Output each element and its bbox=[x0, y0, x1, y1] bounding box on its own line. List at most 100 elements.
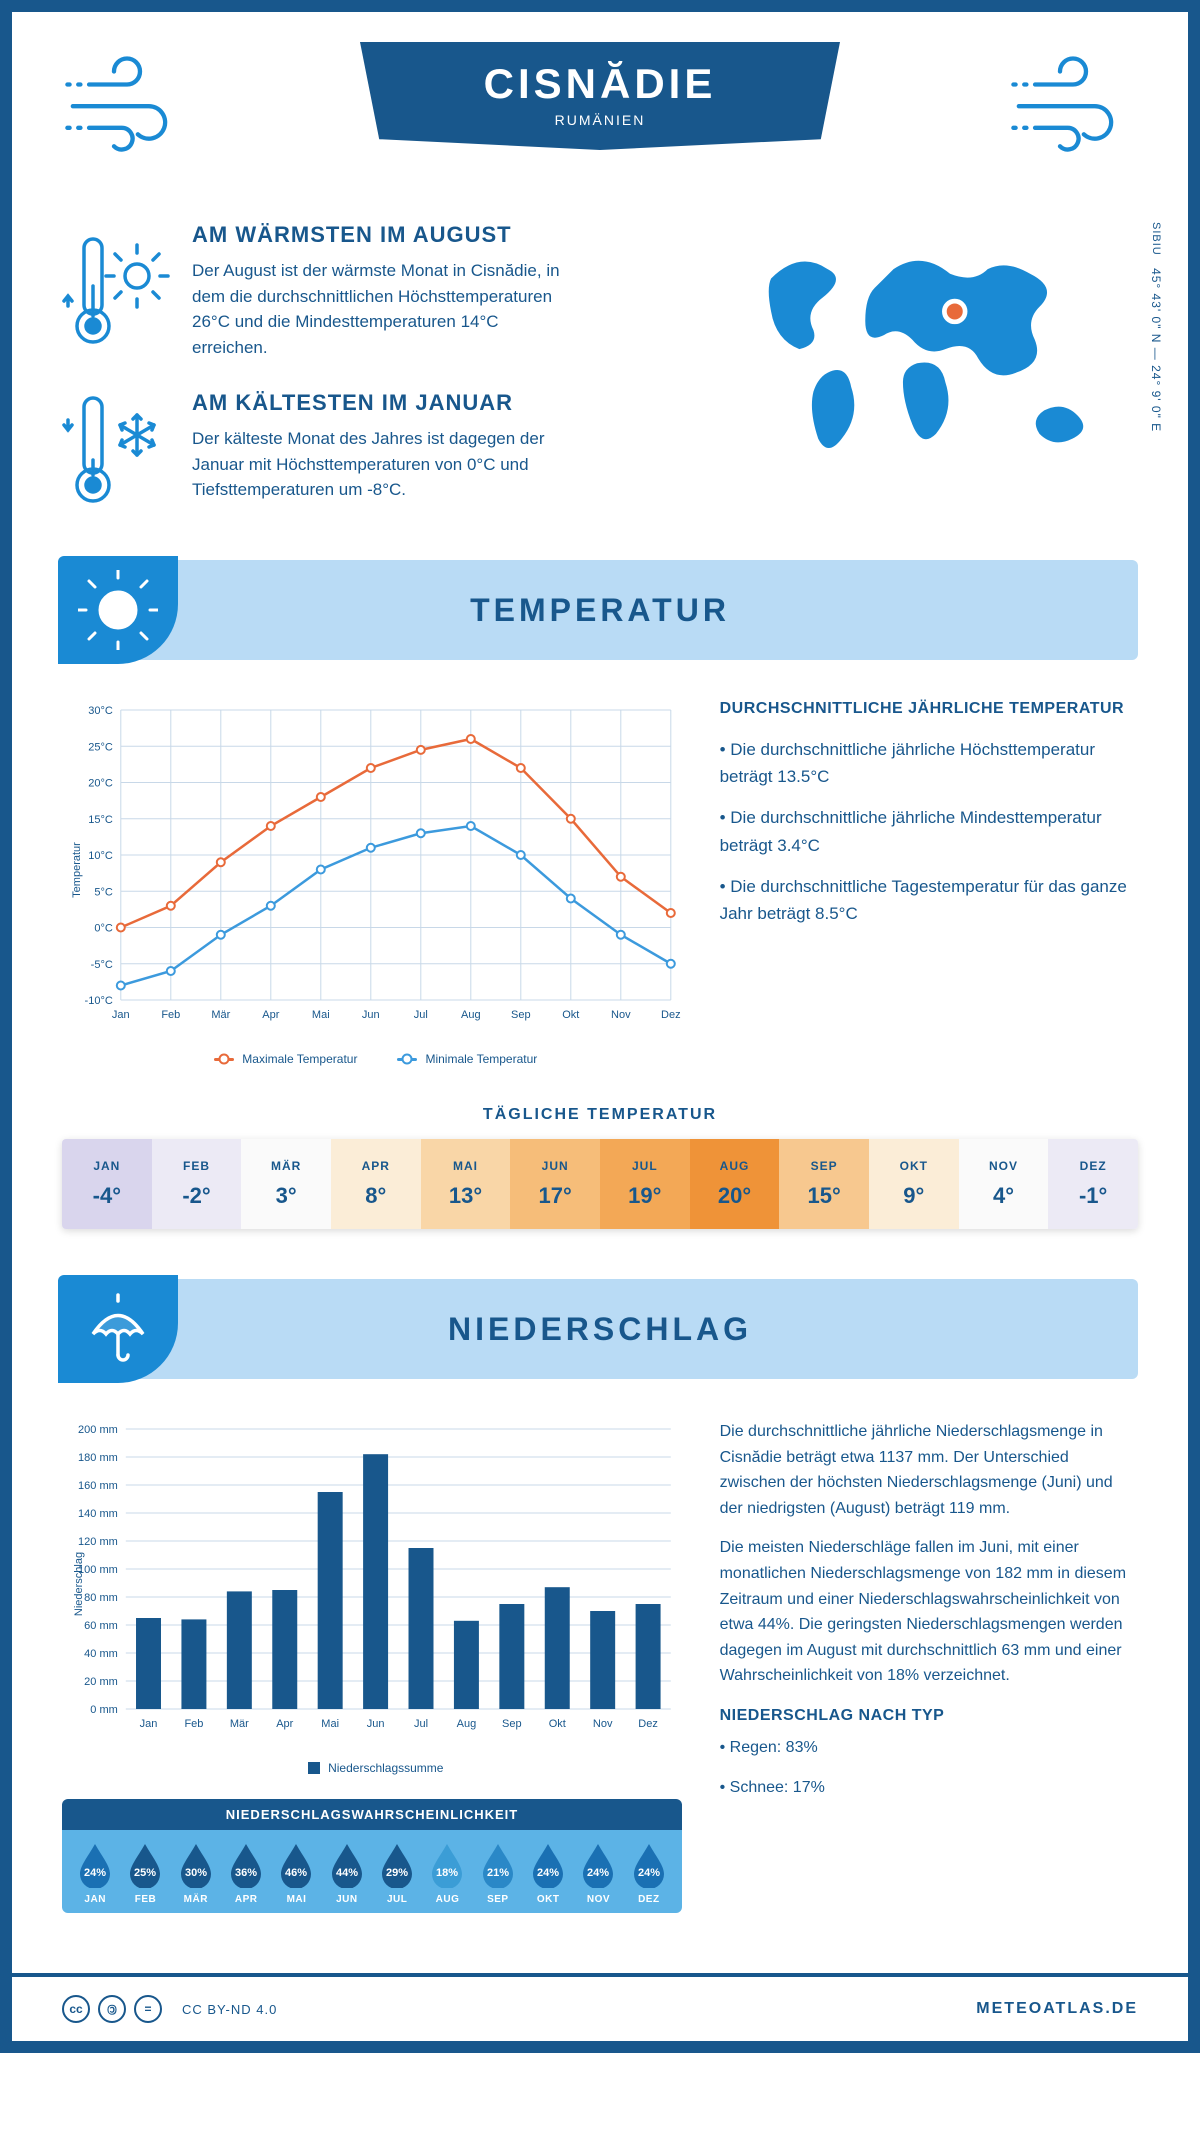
svg-text:Okt: Okt bbox=[562, 1009, 579, 1021]
svg-text:Apr: Apr bbox=[262, 1009, 279, 1021]
precipitation-title: NIEDERSCHLAG bbox=[62, 1311, 1138, 1348]
svg-text:Jul: Jul bbox=[414, 1009, 428, 1021]
world-map: SIBIU 45° 43' 0" N — 24° 9' 0" E bbox=[724, 222, 1138, 510]
precip-prob-cell: 44%JUN bbox=[322, 1842, 372, 1905]
svg-text:200 mm: 200 mm bbox=[78, 1424, 118, 1436]
temperature-info: DURCHSCHNITTLICHE JÄHRLICHE TEMPERATUR •… bbox=[720, 700, 1138, 1066]
svg-text:0 mm: 0 mm bbox=[90, 1704, 118, 1716]
temperature-line-chart: 30°C25°C20°C15°C10°C5°C0°C-5°C-10°CJanFe… bbox=[62, 700, 690, 1040]
nd-icon: = bbox=[134, 1995, 162, 2023]
precip-prob-cell: 29%JUL bbox=[372, 1842, 422, 1905]
precip-legend-label: Niederschlagssumme bbox=[328, 1761, 443, 1775]
wind-icon bbox=[62, 52, 192, 160]
coldest-block: AM KÄLTESTEN IM JANUAR Der kälteste Mona… bbox=[62, 390, 684, 510]
wind-icon-left bbox=[62, 52, 192, 152]
svg-text:30°C: 30°C bbox=[88, 705, 113, 717]
city-title: CISNĂDIE bbox=[380, 60, 820, 108]
daily-temp-cell: FEB-2° bbox=[152, 1139, 242, 1229]
svg-text:Sep: Sep bbox=[511, 1009, 531, 1021]
license-label: CC BY-ND 4.0 bbox=[182, 2002, 277, 2017]
cc-icon: cc bbox=[62, 1995, 90, 2023]
legend-min-label: Minimale Temperatur bbox=[425, 1052, 537, 1066]
svg-text:36%: 36% bbox=[235, 1867, 257, 1879]
svg-text:Aug: Aug bbox=[457, 1718, 477, 1730]
svg-text:Sep: Sep bbox=[502, 1718, 522, 1730]
precip-type-p1: • Regen: 83% bbox=[720, 1735, 1138, 1761]
thermometer-warm-icon bbox=[62, 222, 172, 360]
temperature-chart-legend: Maximale Temperatur Minimale Temperatur bbox=[62, 1052, 690, 1066]
precip-prob-cell: 30%MÄR bbox=[171, 1842, 221, 1905]
daily-temp-cell: JUL19° bbox=[600, 1139, 690, 1229]
precipitation-chart-legend: Niederschlagssumme bbox=[62, 1761, 690, 1775]
warmest-block: AM WÄRMSTEN IM AUGUST Der August ist der… bbox=[62, 222, 684, 360]
svg-text:20 mm: 20 mm bbox=[84, 1676, 118, 1688]
precip-prob-cell: 25%FEB bbox=[120, 1842, 170, 1905]
daily-temperature-title: TÄGLICHE TEMPERATUR bbox=[62, 1106, 1138, 1124]
svg-text:21%: 21% bbox=[487, 1867, 509, 1879]
svg-text:40 mm: 40 mm bbox=[84, 1648, 118, 1660]
svg-text:120 mm: 120 mm bbox=[78, 1536, 118, 1548]
svg-text:Okt: Okt bbox=[549, 1718, 566, 1730]
svg-text:Jan: Jan bbox=[112, 1009, 130, 1021]
thermometer-cold-icon bbox=[62, 390, 172, 510]
svg-text:18%: 18% bbox=[436, 1867, 458, 1879]
daily-temp-cell: MÄR3° bbox=[241, 1139, 331, 1229]
footer: cc 🄯 = CC BY-ND 4.0 METEOATLAS.DE bbox=[12, 1973, 1188, 2041]
svg-text:Nov: Nov bbox=[611, 1009, 631, 1021]
daily-temperature-grid: JAN-4°FEB-2°MÄR3°APR8°MAI13°JUN17°JUL19°… bbox=[62, 1139, 1138, 1229]
precip-info-p2: Die meisten Niederschläge fallen im Juni… bbox=[720, 1535, 1138, 1689]
daily-temp-cell: AUG20° bbox=[690, 1139, 780, 1229]
temperature-info-p3: • Die durchschnittliche Tagestemperatur … bbox=[720, 873, 1138, 927]
svg-text:Jun: Jun bbox=[367, 1718, 385, 1730]
svg-text:Mär: Mär bbox=[211, 1009, 230, 1021]
temperature-info-p2: • Die durchschnittliche jährliche Mindes… bbox=[720, 804, 1138, 858]
precip-prob-title: NIEDERSCHLAGSWAHRSCHEINLICHKEIT bbox=[62, 1799, 682, 1830]
svg-text:80 mm: 80 mm bbox=[84, 1592, 118, 1604]
daily-temp-cell: JAN-4° bbox=[62, 1139, 152, 1229]
svg-text:0°C: 0°C bbox=[94, 923, 113, 935]
svg-text:Mai: Mai bbox=[312, 1009, 330, 1021]
site-label: METEOATLAS.DE bbox=[976, 2000, 1138, 2018]
license-icons: cc 🄯 = CC BY-ND 4.0 bbox=[62, 1995, 277, 2023]
svg-text:Jan: Jan bbox=[140, 1718, 158, 1730]
svg-text:180 mm: 180 mm bbox=[78, 1452, 118, 1464]
daily-temp-cell: DEZ-1° bbox=[1048, 1139, 1138, 1229]
svg-text:Feb: Feb bbox=[161, 1009, 180, 1021]
coldest-text: Der kälteste Monat des Jahres ist dagege… bbox=[192, 426, 572, 503]
daily-temp-cell: APR8° bbox=[331, 1139, 421, 1229]
precip-prob-cell: 36%APR bbox=[221, 1842, 271, 1905]
svg-text:Mär: Mär bbox=[230, 1718, 249, 1730]
title-ribbon: CISNĂDIE RUMÄNIEN bbox=[360, 42, 840, 150]
umbrella-icon bbox=[58, 1275, 178, 1383]
precipitation-probability-panel: NIEDERSCHLAGSWAHRSCHEINLICHKEIT 24%JAN25… bbox=[62, 1799, 682, 1913]
precip-info-p1: Die durchschnittliche jährliche Niedersc… bbox=[720, 1419, 1138, 1521]
precip-prob-cell: 21%SEP bbox=[473, 1842, 523, 1905]
svg-text:Jun: Jun bbox=[362, 1009, 380, 1021]
svg-text:24%: 24% bbox=[537, 1867, 559, 1879]
svg-text:29%: 29% bbox=[386, 1867, 408, 1879]
warmest-text: Der August ist der wärmste Monat in Cisn… bbox=[192, 258, 572, 360]
precip-prob-cell: 24%OKT bbox=[523, 1842, 573, 1905]
svg-text:Feb: Feb bbox=[184, 1718, 203, 1730]
svg-text:Temperatur: Temperatur bbox=[71, 842, 83, 898]
svg-text:Mai: Mai bbox=[321, 1718, 339, 1730]
daily-temp-cell: OKT9° bbox=[869, 1139, 959, 1229]
daily-temp-cell: NOV4° bbox=[959, 1139, 1049, 1229]
precip-type-p2: • Schnee: 17% bbox=[720, 1775, 1138, 1801]
temperature-section-header: TEMPERATUR bbox=[62, 560, 1138, 660]
wind-icon-right bbox=[1008, 52, 1138, 152]
svg-text:Aug: Aug bbox=[461, 1009, 481, 1021]
precip-prob-cell: 24%NOV bbox=[573, 1842, 623, 1905]
daily-temp-cell: MAI13° bbox=[421, 1139, 511, 1229]
precip-prob-cell: 18%AUG bbox=[422, 1842, 472, 1905]
svg-text:140 mm: 140 mm bbox=[78, 1508, 118, 1520]
svg-text:24%: 24% bbox=[638, 1867, 660, 1879]
wind-icon bbox=[1008, 52, 1138, 160]
svg-text:-5°C: -5°C bbox=[91, 959, 113, 971]
svg-text:46%: 46% bbox=[285, 1867, 307, 1879]
svg-text:10°C: 10°C bbox=[88, 850, 113, 862]
svg-text:5°C: 5°C bbox=[94, 886, 113, 898]
svg-text:15°C: 15°C bbox=[88, 814, 113, 826]
svg-text:Jul: Jul bbox=[414, 1718, 428, 1730]
svg-text:25°C: 25°C bbox=[88, 741, 113, 753]
